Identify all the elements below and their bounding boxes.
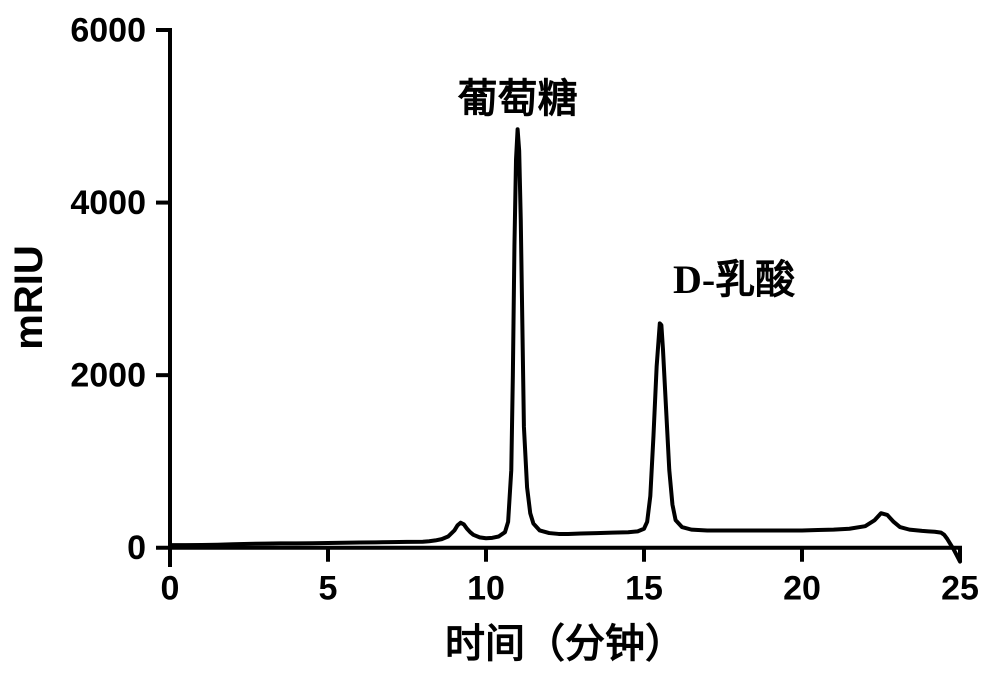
svg-text:时间（分钟）: 时间（分钟） [445, 621, 685, 666]
svg-text:0: 0 [127, 529, 146, 567]
svg-text:15: 15 [625, 570, 663, 608]
svg-text:20: 20 [783, 570, 821, 608]
svg-text:mRIU: mRIU [7, 245, 51, 349]
svg-text:4000: 4000 [70, 184, 146, 222]
svg-text:10: 10 [467, 570, 505, 608]
svg-text:5: 5 [319, 570, 338, 608]
svg-text:葡萄糖: 葡萄糖 [458, 76, 578, 121]
chart-svg: 0 5 10 15 20 25 0 2000 4000 6000 时间（分钟） mRIU 葡萄糖 D-乳酸 [0, 0, 1000, 675]
svg-text:0: 0 [161, 570, 180, 608]
svg-text:25: 25 [941, 570, 979, 608]
svg-text:6000: 6000 [70, 11, 146, 49]
svg-text:2000: 2000 [70, 356, 146, 394]
chromatogram-chart: 0 5 10 15 20 25 0 2000 4000 6000 时间（分钟） mRIU 葡萄糖 D-乳酸 [0, 0, 1000, 675]
svg-text:D-乳酸: D-乳酸 [673, 257, 796, 302]
